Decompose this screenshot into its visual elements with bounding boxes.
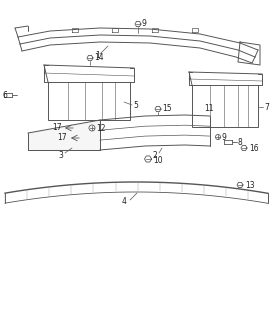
Text: 13: 13 bbox=[245, 180, 255, 189]
Text: 17: 17 bbox=[57, 132, 67, 141]
Text: 17: 17 bbox=[52, 123, 62, 132]
Text: 5: 5 bbox=[133, 100, 138, 109]
Text: 3: 3 bbox=[58, 150, 63, 159]
Text: 9: 9 bbox=[142, 19, 147, 28]
Text: 4: 4 bbox=[122, 197, 127, 206]
Text: 11: 11 bbox=[204, 103, 213, 113]
Text: 9: 9 bbox=[222, 132, 227, 141]
Text: 2: 2 bbox=[153, 150, 158, 159]
Text: 12: 12 bbox=[96, 124, 105, 132]
Text: 8: 8 bbox=[238, 138, 243, 147]
Text: 14: 14 bbox=[94, 52, 104, 61]
Text: 16: 16 bbox=[249, 143, 259, 153]
Text: 6: 6 bbox=[2, 91, 7, 100]
Text: 10: 10 bbox=[153, 156, 163, 164]
Text: 7: 7 bbox=[264, 102, 269, 111]
Text: 1: 1 bbox=[95, 51, 100, 60]
Text: 15: 15 bbox=[162, 103, 172, 113]
